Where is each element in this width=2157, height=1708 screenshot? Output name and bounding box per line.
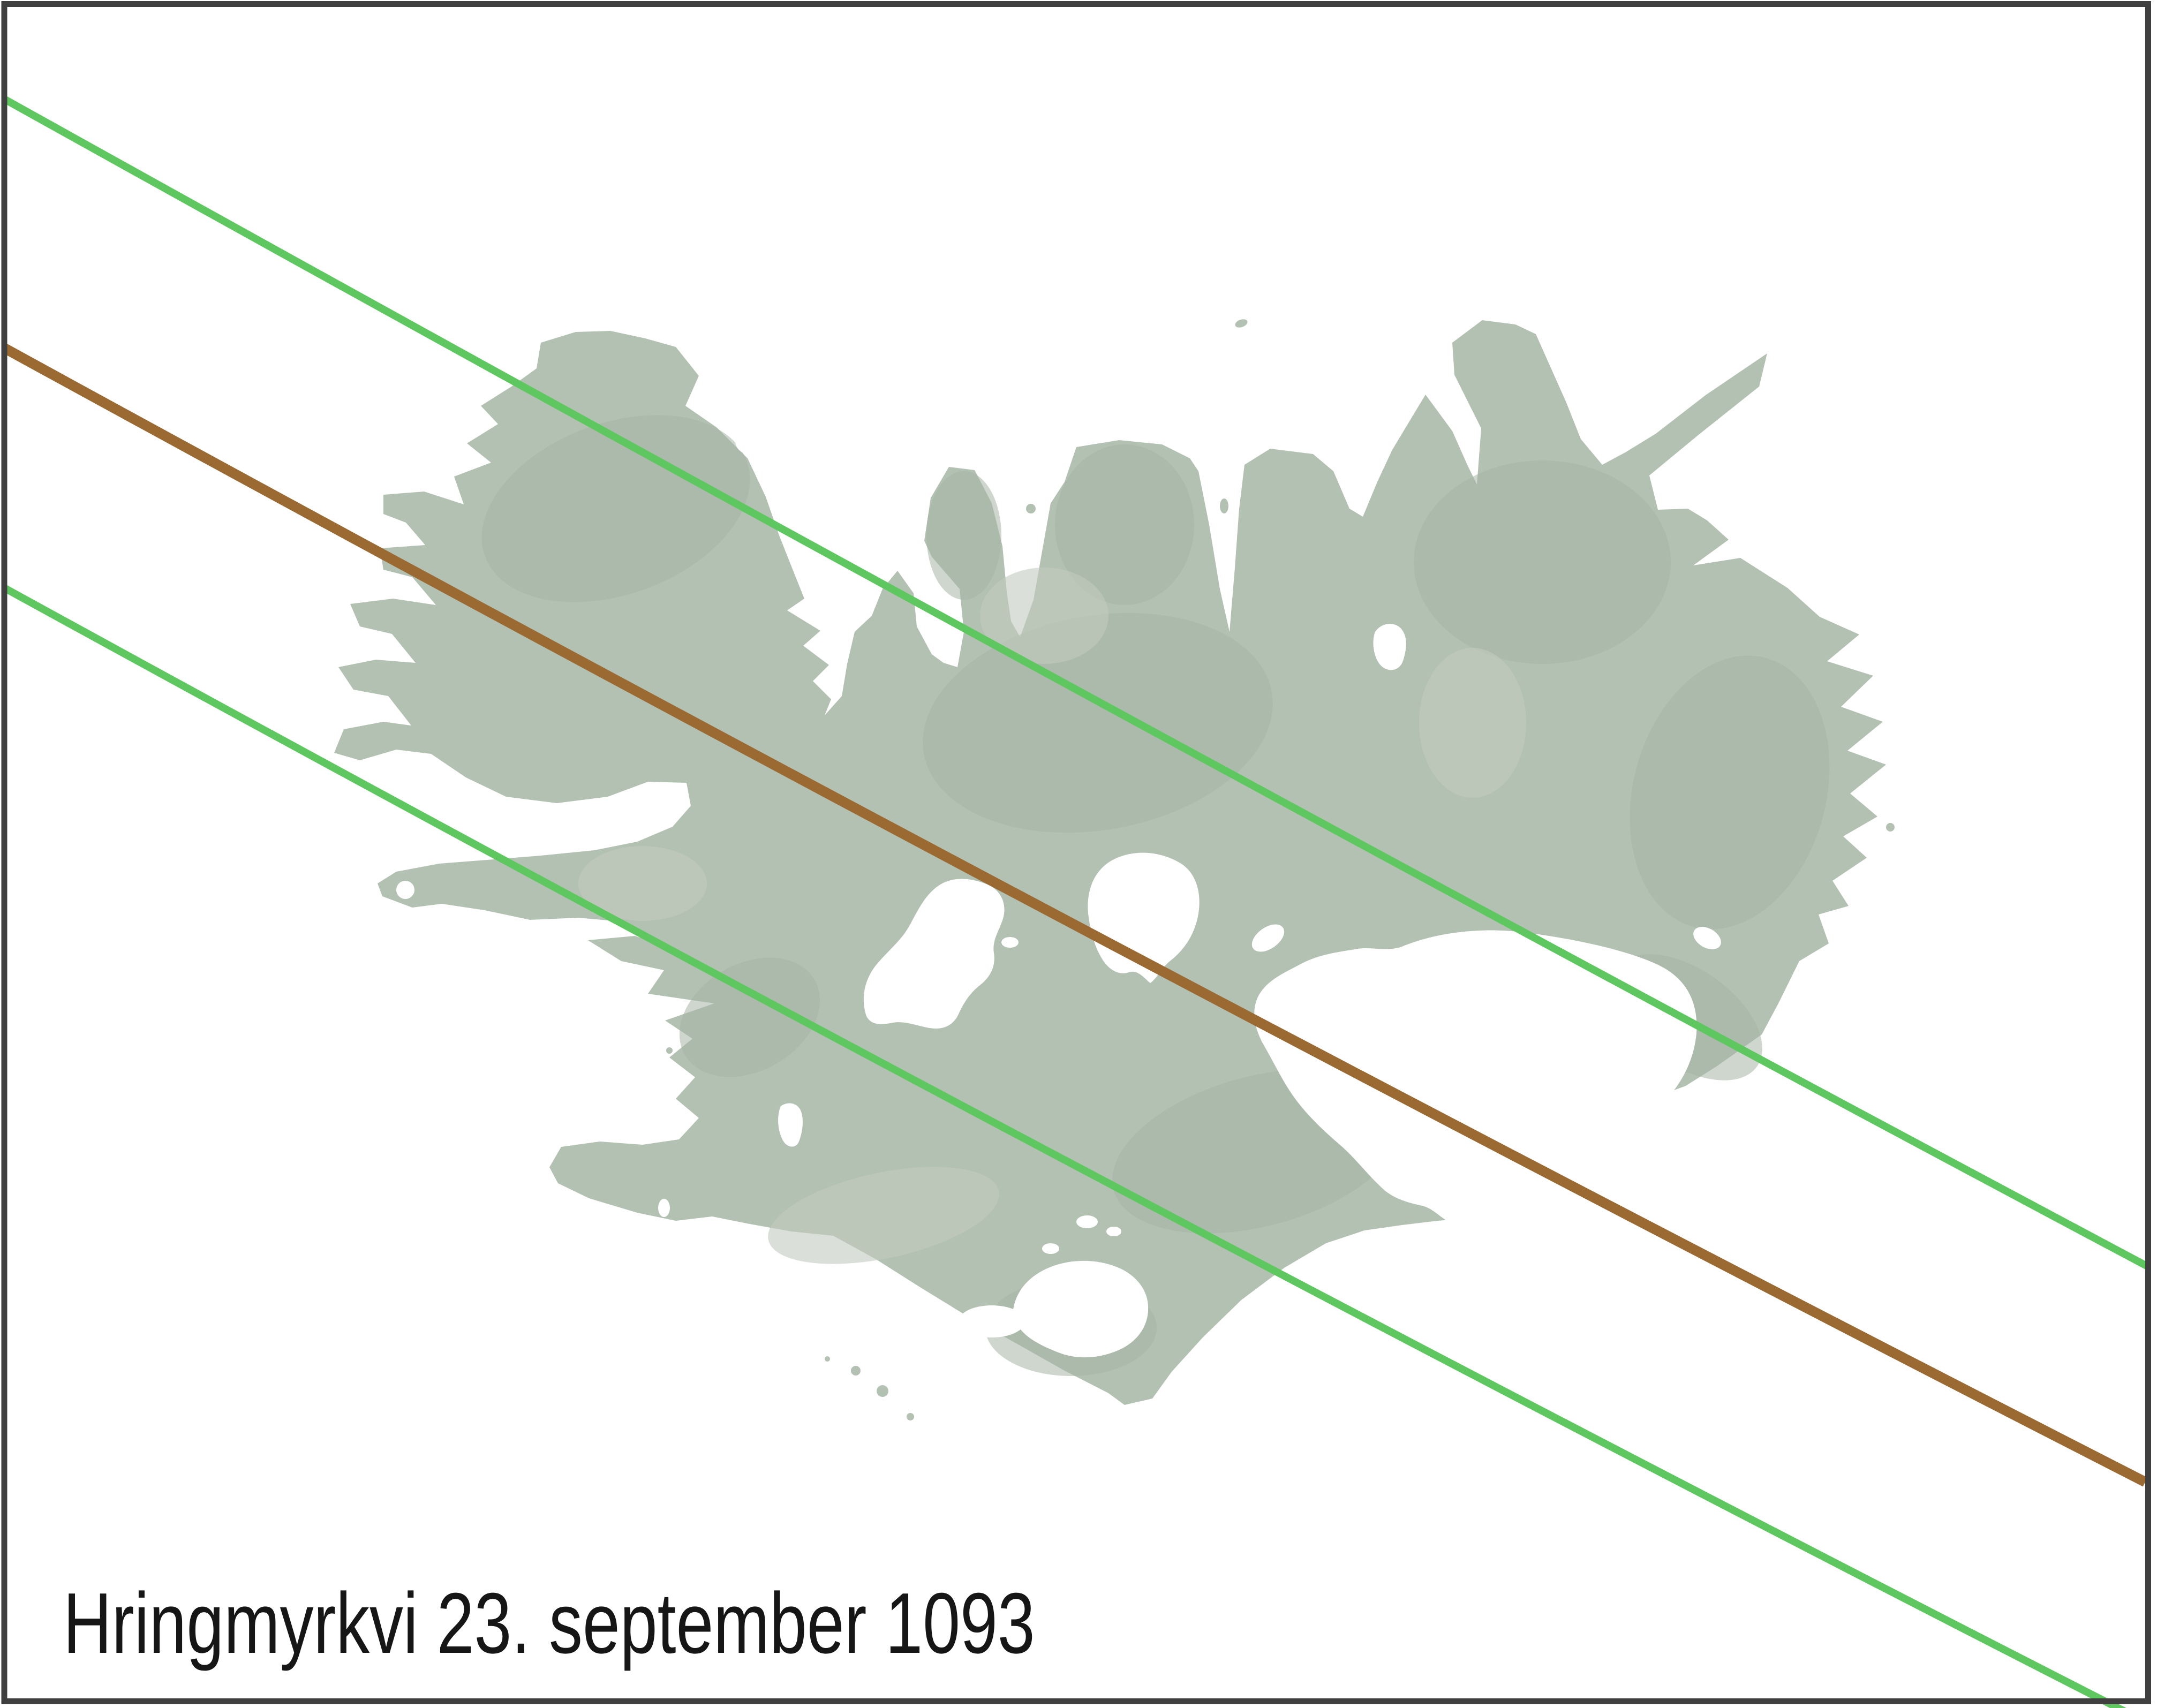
breidafjordur-islet bbox=[518, 689, 526, 698]
breidafjordur-islet bbox=[527, 743, 533, 748]
vestmannaeyjar-island bbox=[825, 1356, 830, 1362]
vestmannaeyjar-island bbox=[851, 1366, 861, 1376]
hvitarvatn-lake bbox=[1001, 937, 1019, 948]
vestmannaeyjar-island bbox=[877, 1385, 888, 1397]
map-title: Hringmyrkvi 23. september 1093 bbox=[63, 1575, 1035, 1672]
eyjabakkajokull-glacier bbox=[1693, 927, 1721, 949]
vatnajokull-glacier bbox=[1254, 930, 1697, 1227]
breidafjordur-islet bbox=[586, 730, 592, 737]
breidafjordur-islet bbox=[538, 704, 544, 710]
iceland-landmass bbox=[334, 319, 1895, 1420]
hrisey-island bbox=[1220, 498, 1228, 513]
snaefellsjokull-glacier bbox=[396, 881, 414, 899]
tungnafellsjokull-glacier bbox=[1251, 924, 1285, 952]
relief-shading bbox=[481, 415, 1830, 1376]
kollafjordur-islet bbox=[678, 1053, 684, 1059]
myrdalsjokull-glacier bbox=[1013, 1260, 1149, 1358]
torfajokull-glacier bbox=[1076, 1215, 1098, 1228]
torfajokull-glacier-2 bbox=[1106, 1227, 1121, 1236]
islands bbox=[518, 319, 1895, 1420]
southern-limit-line bbox=[2, 584, 2126, 1708]
vestmannaeyjar-island bbox=[907, 1413, 914, 1420]
kollafjordur-islet bbox=[666, 1047, 673, 1054]
papey-island bbox=[1886, 823, 1895, 832]
breidafjordur-islet bbox=[560, 757, 567, 764]
northern-limit-line bbox=[2, 95, 2150, 1270]
breidafjordur-islet bbox=[563, 715, 572, 725]
drangey-island bbox=[1026, 504, 1036, 513]
eclipse-path-lines bbox=[2, 95, 2150, 1708]
breidafjordur-islet bbox=[607, 745, 614, 752]
myvatn-lake bbox=[1373, 624, 1406, 670]
drangajokull-glacier bbox=[735, 421, 777, 455]
tindfjallajokull-glacier bbox=[1042, 1243, 1059, 1254]
lakes bbox=[658, 624, 1406, 1217]
eyjafjallajokull-glacier bbox=[959, 1305, 1025, 1337]
grimsey-island bbox=[1235, 319, 1248, 328]
central-line bbox=[2, 343, 2148, 1487]
langjokull-glacier bbox=[863, 879, 1005, 1029]
thingvallavatn-lake bbox=[778, 1103, 803, 1147]
glaciers bbox=[396, 421, 1721, 1358]
kleifarvatn-lake bbox=[658, 1199, 670, 1217]
